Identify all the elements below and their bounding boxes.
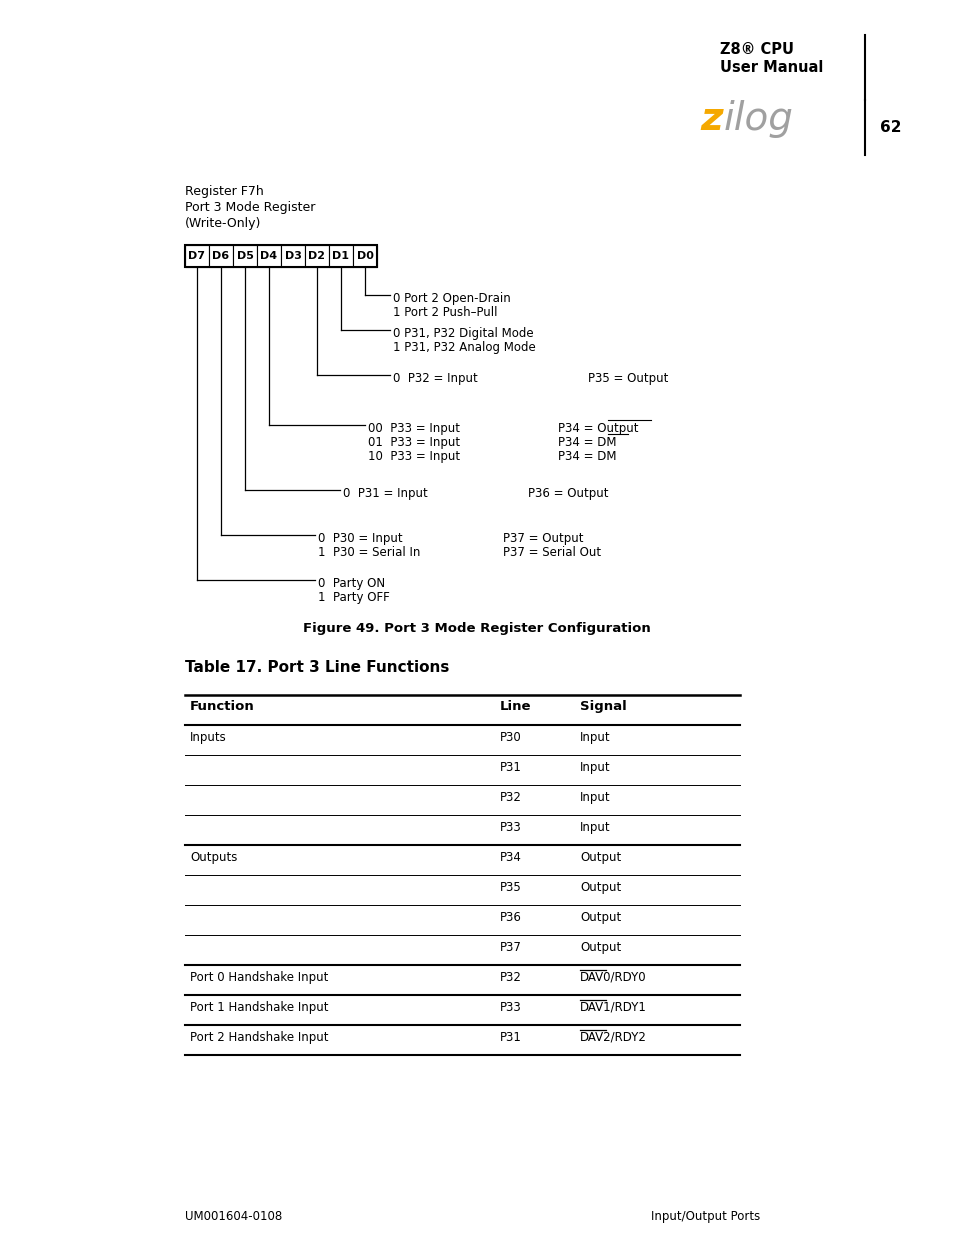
Bar: [281, 245, 305, 267]
Text: DAV1/RDY1: DAV1/RDY1: [579, 1002, 646, 1014]
Text: P34 = Output: P34 = Output: [558, 422, 638, 435]
Text: P37: P37: [499, 941, 521, 953]
Text: 00  P33 = Input: 00 P33 = Input: [368, 422, 459, 435]
Text: P36 = Output: P36 = Output: [527, 487, 608, 500]
Text: P35: P35: [499, 881, 521, 894]
Text: Register F7h: Register F7h: [185, 185, 263, 198]
Text: Port 2 Handshake Input: Port 2 Handshake Input: [190, 1031, 328, 1044]
Text: Port 0 Handshake Input: Port 0 Handshake Input: [190, 971, 328, 984]
Bar: [185, 245, 376, 267]
Text: 62: 62: [879, 121, 901, 136]
Text: P37 = Output: P37 = Output: [502, 532, 583, 545]
Text: Input: Input: [579, 821, 610, 834]
Text: DAV0/RDY0: DAV0/RDY0: [579, 971, 646, 984]
Bar: [256, 245, 281, 267]
Text: P30: P30: [499, 731, 521, 743]
Text: Output: Output: [579, 911, 620, 924]
Text: z: z: [700, 100, 721, 138]
Text: 01  P33 = Input: 01 P33 = Input: [368, 436, 459, 450]
Text: P33: P33: [499, 1002, 521, 1014]
Text: 10  P33 = Input: 10 P33 = Input: [368, 450, 459, 463]
Text: Port 3 Mode Register: Port 3 Mode Register: [185, 201, 315, 214]
Text: Function: Function: [190, 700, 254, 713]
Text: DAV2/RDY2: DAV2/RDY2: [579, 1031, 646, 1044]
Text: Input: Input: [579, 761, 610, 774]
Text: Z8® CPU: Z8® CPU: [720, 42, 793, 57]
Text: D0: D0: [356, 251, 373, 261]
Text: Output: Output: [579, 941, 620, 953]
Text: P32: P32: [499, 790, 521, 804]
Text: Figure 49. Port 3 Mode Register Configuration: Figure 49. Port 3 Mode Register Configur…: [303, 622, 650, 635]
Text: D4: D4: [260, 251, 277, 261]
Text: Signal: Signal: [579, 700, 626, 713]
Text: D1: D1: [333, 251, 349, 261]
Text: Port 1 Handshake Input: Port 1 Handshake Input: [190, 1002, 328, 1014]
Text: 0  P31 = Input: 0 P31 = Input: [343, 487, 427, 500]
Text: Line: Line: [499, 700, 531, 713]
Text: P34: P34: [499, 851, 521, 864]
Text: 0  Party ON: 0 Party ON: [317, 577, 385, 590]
Text: Inputs: Inputs: [190, 731, 227, 743]
Text: Input: Input: [579, 790, 610, 804]
Text: 1 P31, P32 Analog Mode: 1 P31, P32 Analog Mode: [393, 341, 536, 354]
Text: 0  P32 = Input: 0 P32 = Input: [393, 372, 477, 385]
Text: (Write-Only): (Write-Only): [185, 217, 261, 230]
Bar: [209, 245, 233, 267]
Text: P33: P33: [499, 821, 521, 834]
Text: D2: D2: [308, 251, 325, 261]
Bar: [329, 245, 353, 267]
Text: P34 = DM: P34 = DM: [558, 436, 616, 450]
Text: User Manual: User Manual: [720, 61, 822, 75]
Text: Output: Output: [579, 881, 620, 894]
Text: P35 = Output: P35 = Output: [587, 372, 668, 385]
Text: P36: P36: [499, 911, 521, 924]
Text: D7: D7: [189, 251, 205, 261]
Text: P34 = DM: P34 = DM: [558, 450, 616, 463]
Text: D6: D6: [213, 251, 230, 261]
Text: 0  P30 = Input: 0 P30 = Input: [317, 532, 402, 545]
Text: 0 Port 2 Open-Drain: 0 Port 2 Open-Drain: [393, 291, 510, 305]
Bar: [185, 245, 209, 267]
Text: UM001604-0108: UM001604-0108: [185, 1210, 282, 1223]
Text: ilog: ilog: [723, 100, 793, 138]
Text: P32: P32: [499, 971, 521, 984]
Text: D3: D3: [284, 251, 301, 261]
Text: Input/Output Ports: Input/Output Ports: [650, 1210, 760, 1223]
Text: P31: P31: [499, 761, 521, 774]
Bar: [305, 245, 329, 267]
Text: 1 Port 2 Push–Pull: 1 Port 2 Push–Pull: [393, 306, 497, 319]
Text: P37 = Serial Out: P37 = Serial Out: [502, 546, 600, 559]
Text: P31: P31: [499, 1031, 521, 1044]
Bar: [233, 245, 256, 267]
Text: Input: Input: [579, 731, 610, 743]
Text: 1  Party OFF: 1 Party OFF: [317, 592, 390, 604]
Text: Outputs: Outputs: [190, 851, 237, 864]
Text: 1  P30 = Serial In: 1 P30 = Serial In: [317, 546, 420, 559]
Text: Table 17. Port 3 Line Functions: Table 17. Port 3 Line Functions: [185, 659, 449, 676]
Text: D5: D5: [236, 251, 253, 261]
Bar: [353, 245, 376, 267]
Text: 0 P31, P32 Digital Mode: 0 P31, P32 Digital Mode: [393, 327, 533, 340]
Text: Output: Output: [579, 851, 620, 864]
